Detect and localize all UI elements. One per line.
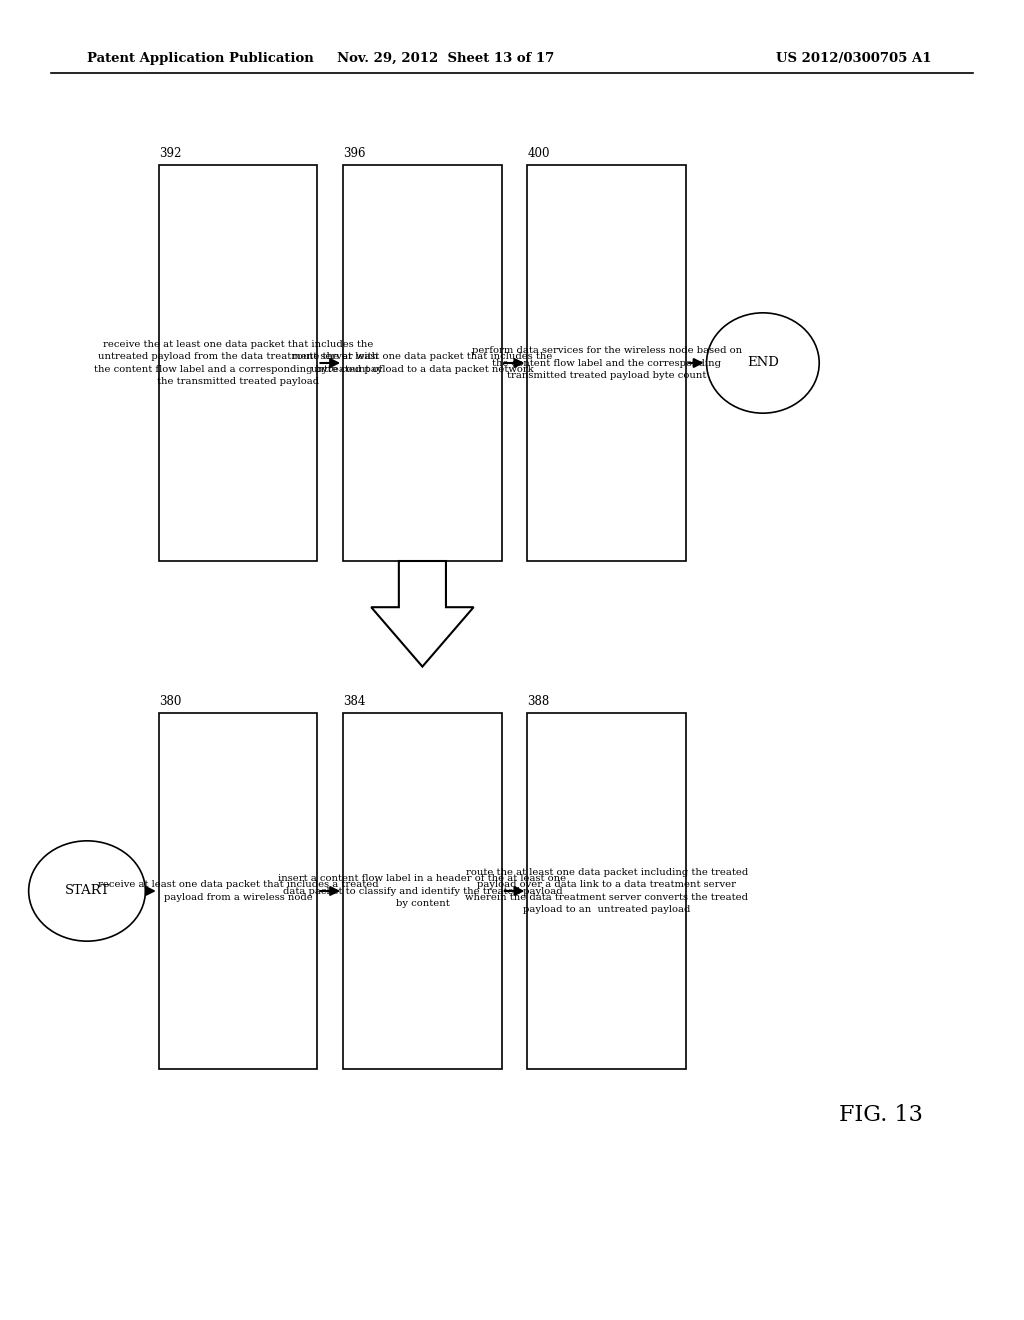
Text: insert a content flow label in a header of the at least one
data packet to class: insert a content flow label in a header … bbox=[279, 874, 566, 908]
Text: 392: 392 bbox=[159, 147, 181, 160]
Bar bbox=[343, 713, 502, 1069]
Text: 380: 380 bbox=[159, 694, 181, 708]
Bar bbox=[527, 165, 686, 561]
Text: FIG. 13: FIG. 13 bbox=[839, 1105, 923, 1126]
Text: START: START bbox=[65, 884, 110, 898]
Text: route the at least one data packet including the treated
payload over a data lin: route the at least one data packet inclu… bbox=[465, 867, 749, 915]
Text: perform data services for the wireless node based on
the content flow label and : perform data services for the wireless n… bbox=[472, 346, 741, 380]
Bar bbox=[159, 713, 317, 1069]
Text: Nov. 29, 2012  Sheet 13 of 17: Nov. 29, 2012 Sheet 13 of 17 bbox=[337, 51, 554, 65]
Text: Patent Application Publication: Patent Application Publication bbox=[87, 51, 313, 65]
Text: 396: 396 bbox=[343, 147, 366, 160]
Text: 388: 388 bbox=[527, 694, 550, 708]
Text: 400: 400 bbox=[527, 147, 550, 160]
Text: receive at least one data packet that includes a treated
payload from a wireless: receive at least one data packet that in… bbox=[97, 880, 379, 902]
Ellipse shape bbox=[707, 313, 819, 413]
Bar bbox=[159, 165, 317, 561]
Ellipse shape bbox=[29, 841, 145, 941]
Text: END: END bbox=[746, 356, 779, 370]
Text: receive the at least one data packet that includes the
untreated payload from th: receive the at least one data packet tha… bbox=[94, 339, 382, 387]
Text: route the at least one data packet that includes the
untreated payload to a data: route the at least one data packet that … bbox=[292, 352, 553, 374]
Text: 384: 384 bbox=[343, 694, 366, 708]
Polygon shape bbox=[371, 561, 473, 667]
Bar bbox=[343, 165, 502, 561]
Bar bbox=[527, 713, 686, 1069]
Text: US 2012/0300705 A1: US 2012/0300705 A1 bbox=[776, 51, 932, 65]
